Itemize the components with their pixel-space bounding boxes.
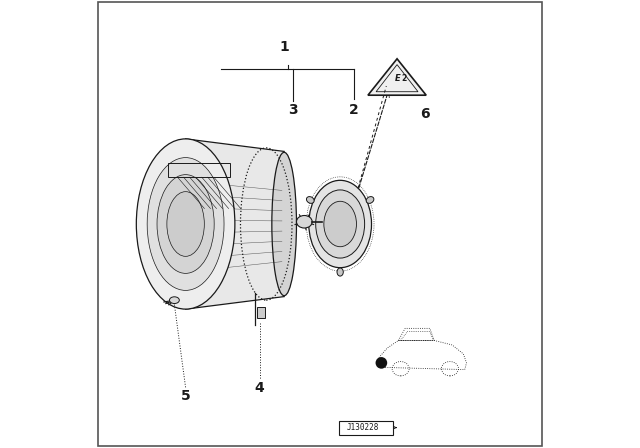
Polygon shape: [368, 59, 426, 95]
Ellipse shape: [307, 197, 314, 203]
Text: 4: 4: [255, 380, 264, 395]
FancyBboxPatch shape: [339, 421, 392, 435]
Ellipse shape: [366, 197, 374, 203]
Text: 3: 3: [288, 103, 298, 117]
Text: 2: 2: [401, 74, 406, 83]
Text: 1: 1: [279, 40, 289, 54]
Ellipse shape: [167, 192, 204, 256]
Ellipse shape: [147, 158, 224, 290]
Circle shape: [376, 357, 387, 369]
Ellipse shape: [136, 139, 235, 309]
Ellipse shape: [337, 268, 343, 276]
Text: 5: 5: [180, 389, 191, 404]
Polygon shape: [186, 139, 284, 309]
Ellipse shape: [309, 180, 372, 268]
Polygon shape: [257, 307, 265, 318]
Text: E: E: [395, 74, 401, 83]
Ellipse shape: [316, 190, 365, 258]
Text: 6: 6: [420, 107, 430, 121]
Ellipse shape: [170, 297, 179, 304]
Ellipse shape: [157, 175, 214, 273]
Ellipse shape: [324, 201, 356, 247]
Text: J130228: J130228: [346, 423, 379, 432]
Ellipse shape: [296, 215, 312, 228]
Ellipse shape: [272, 152, 296, 296]
Text: 2: 2: [349, 103, 358, 117]
